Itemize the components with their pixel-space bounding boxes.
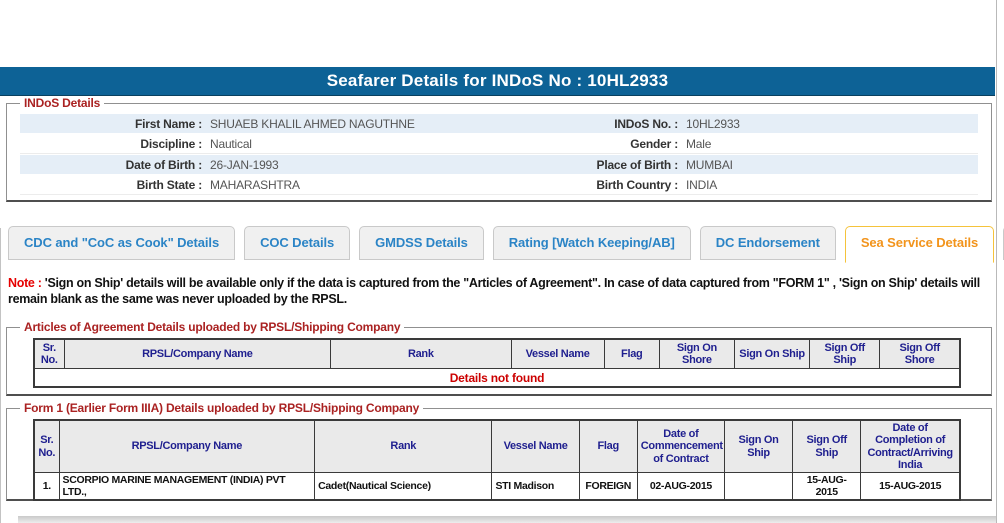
articles-header-row: Sr. No. RPSL/Company Name Rank Vessel Na… — [33, 338, 961, 369]
place-of-birth-value: MUMBAI — [686, 157, 733, 172]
form1-col-rank: Rank — [314, 419, 493, 474]
articles-col-company: RPSL/Company Name — [63, 338, 332, 369]
details-tab-strip: CDC and "CoC as Cook" Details COC Detail… — [8, 226, 1004, 263]
form1-cell-rank: Cadet(Nautical Science) — [314, 472, 493, 501]
indos-details-legend: INDoS Details — [24, 96, 101, 110]
tab-rating-watch-keeping-ab[interactable]: Rating [Watch Keeping/AB] — [492, 226, 691, 260]
form1-col-vessel: Vessel Name — [491, 419, 580, 474]
page-title-bar: Seafarer Details for INDoS No : 10HL2933 — [0, 67, 995, 96]
info-row-3: Date of Birth : 26-JAN-1993 Place of Bir… — [20, 155, 978, 174]
birth-country-label: Birth Country : — [596, 177, 678, 192]
form1-cell-sign-on-ship — [723, 472, 794, 501]
articles-col-sign-on-shore: Sign On Shore — [658, 338, 735, 369]
indos-no-label: INDoS No. : — [614, 116, 678, 131]
form1-col-sr-no: Sr. No. — [33, 419, 60, 474]
form1-col-date-commencement: Date of Commencement of Contract — [636, 419, 725, 474]
articles-col-flag: Flag — [603, 338, 660, 369]
form1-cell-company: SCORPIO MARINE MANAGEMENT (INDIA) PVT LT… — [58, 472, 316, 501]
form1-legend: Form 1 (Earlier Form IIIA) Details uploa… — [24, 401, 420, 415]
note-prefix: Note : — [8, 276, 42, 290]
articles-col-rank: Rank — [330, 338, 512, 369]
indos-no-value: 10HL2933 — [686, 116, 740, 131]
form1-col-company: RPSL/Company Name — [58, 419, 316, 474]
tab-coc-details[interactable]: COC Details — [244, 226, 351, 260]
horizontal-scrollbar[interactable] — [18, 516, 996, 523]
articles-col-sign-off-shore: Sign Off Shore — [879, 338, 961, 369]
panel-left-edge — [0, 228, 1, 523]
birth-state-label: Birth State : — [136, 177, 203, 192]
form1-col-sign-on-ship: Sign On Ship — [723, 419, 794, 474]
details-not-found-message: Details not found — [33, 368, 961, 388]
window-right-edge — [996, 0, 997, 523]
articles-empty-row: Details not found — [33, 368, 961, 388]
info-row-4: Birth State : MAHARASHTRA Birth Country … — [20, 175, 978, 195]
articles-of-agreement-fieldset: Articles of Agreement Details uploaded b… — [6, 320, 992, 396]
info-row-2: Discipline : Nautical Gender : Male — [20, 134, 978, 154]
form1-cell-sign-off-ship: 15-AUG-2015 — [792, 472, 862, 501]
articles-col-sign-off-ship: Sign Off Ship — [809, 338, 881, 369]
articles-col-sr-no: Sr. No. — [33, 338, 65, 369]
tab-gmdss-details[interactable]: GMDSS Details — [359, 226, 484, 260]
form1-cell-sr-no: 1. — [33, 472, 60, 501]
form1-col-flag: Flag — [578, 419, 638, 474]
dob-value: 26-JAN-1993 — [210, 157, 279, 172]
articles-col-vessel: Vessel Name — [510, 338, 605, 369]
form1-cell-flag: FOREIGN — [578, 472, 638, 501]
sign-on-ship-note: Note : 'Sign on Ship' details will be av… — [8, 276, 986, 307]
form1-col-sign-off-ship: Sign Off Ship — [792, 419, 862, 474]
form1-data-row: 1. SCORPIO MARINE MANAGEMENT (INDIA) PVT… — [33, 472, 961, 501]
articles-table: Sr. No. RPSL/Company Name Rank Vessel Na… — [33, 338, 961, 388]
tab-cdc-coc-cook-details[interactable]: CDC and "CoC as Cook" Details — [8, 226, 236, 260]
place-of-birth-label: Place of Birth : — [596, 157, 679, 172]
indos-details-fieldset: INDoS Details First Name : SHUAEB KHALIL… — [6, 96, 992, 202]
articles-legend: Articles of Agreement Details uploaded b… — [24, 320, 401, 334]
tab-sea-service-details[interactable]: Sea Service Details — [844, 226, 995, 263]
birth-country-value: INDIA — [686, 177, 718, 192]
form1-details-fieldset: Form 1 (Earlier Form IIIA) Details uploa… — [6, 401, 992, 502]
tab-dc-endorsement[interactable]: DC Endorsement — [699, 226, 836, 260]
note-text: 'Sign on Ship' details will be available… — [8, 276, 980, 306]
gender-value: Male — [686, 136, 712, 151]
form1-header-row: Sr. No. RPSL/Company Name Rank Vessel Na… — [33, 419, 961, 474]
page-title: Seafarer Details for INDoS No : 10HL2933 — [326, 71, 669, 90]
form1-col-date-completion: Date of Completion of Contract/Arriving … — [860, 419, 961, 474]
form1-cell-vessel: STI Madison — [491, 472, 580, 501]
info-row-1: First Name : SHUAEB KHALIL AHMED NAGUTHN… — [20, 114, 978, 133]
first-name-value: SHUAEB KHALIL AHMED NAGUTHNE — [210, 116, 415, 131]
dob-label: Date of Birth : — [125, 157, 203, 172]
articles-col-sign-on-ship: Sign On Ship — [733, 338, 811, 369]
form1-cell-date-completion: 15-AUG-2015 — [860, 472, 961, 501]
form1-table: Sr. No. RPSL/Company Name Rank Vessel Na… — [33, 419, 961, 502]
birth-state-value: MAHARASHTRA — [210, 177, 300, 192]
first-name-label: First Name : — [135, 116, 202, 131]
gender-label: Gender : — [630, 136, 678, 151]
form1-cell-date-commencement: 02-AUG-2015 — [636, 472, 725, 501]
discipline-value: Nautical — [210, 136, 252, 151]
discipline-label: Discipline : — [140, 136, 202, 151]
